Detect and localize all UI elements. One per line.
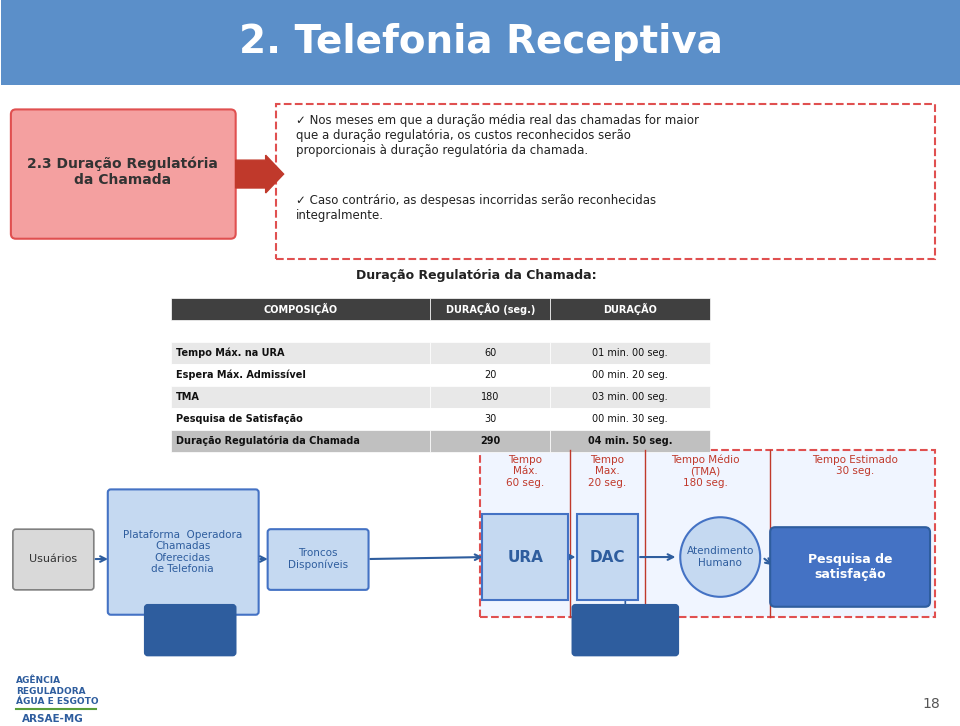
FancyBboxPatch shape (108, 489, 258, 615)
FancyBboxPatch shape (1, 0, 960, 84)
FancyBboxPatch shape (550, 386, 710, 408)
FancyArrow shape (235, 155, 283, 193)
FancyBboxPatch shape (171, 408, 430, 430)
Text: Chamadas
Ocupadas: Chamadas Ocupadas (164, 664, 216, 686)
FancyBboxPatch shape (430, 430, 550, 452)
FancyBboxPatch shape (483, 514, 568, 600)
FancyBboxPatch shape (480, 449, 935, 616)
FancyBboxPatch shape (430, 408, 550, 430)
FancyBboxPatch shape (770, 527, 930, 607)
FancyBboxPatch shape (276, 105, 935, 258)
FancyBboxPatch shape (268, 529, 369, 590)
Text: 18: 18 (923, 697, 940, 711)
Text: Tempo Estimado
30 seg.: Tempo Estimado 30 seg. (812, 454, 898, 476)
Text: Pesquisa de
satisfação: Pesquisa de satisfação (808, 553, 893, 581)
FancyBboxPatch shape (12, 529, 94, 590)
Text: ✓ Nos meses em que a duração média real das chamadas for maior
que a duração reg: ✓ Nos meses em que a duração média real … (296, 115, 699, 158)
FancyBboxPatch shape (171, 386, 430, 408)
FancyBboxPatch shape (550, 430, 710, 452)
Text: AGÊNCIA
REGULADORA
ÁGUA E ESGOTO: AGÊNCIA REGULADORA ÁGUA E ESGOTO (16, 677, 99, 706)
FancyBboxPatch shape (550, 298, 710, 320)
Text: Tempo Médio
(TMA)
180 seg.: Tempo Médio (TMA) 180 seg. (671, 454, 739, 489)
FancyBboxPatch shape (550, 408, 710, 430)
Text: Troncos
Disponíveis: Troncos Disponíveis (288, 548, 348, 570)
Text: Duração Regulatória da Chamada: Duração Regulatória da Chamada (176, 436, 360, 446)
Text: 00 min. 20 seg.: 00 min. 20 seg. (592, 370, 668, 380)
Text: Duração Regulatória da Chamada:: Duração Regulatória da Chamada: (355, 269, 596, 282)
Text: Pesquisa de Satisfação: Pesquisa de Satisfação (176, 414, 302, 424)
FancyBboxPatch shape (171, 298, 430, 320)
FancyBboxPatch shape (171, 430, 430, 452)
Text: 04 min. 50 seg.: 04 min. 50 seg. (588, 436, 673, 446)
FancyBboxPatch shape (430, 386, 550, 408)
Text: Usuários: Usuários (29, 554, 77, 564)
Text: DAC: DAC (589, 550, 625, 565)
Text: 30: 30 (484, 414, 496, 424)
Text: 20: 20 (484, 370, 496, 380)
Text: Chamadas
Abandonadas: Chamadas Abandonadas (592, 664, 659, 686)
Text: URA: URA (508, 550, 543, 565)
Text: 180: 180 (481, 392, 499, 402)
FancyBboxPatch shape (171, 364, 430, 386)
Text: Plataforma  Operadora
Chamadas
Oferecidas
de Telefonia: Plataforma Operadora Chamadas Oferecidas… (123, 530, 242, 574)
Text: 2.3 Duração Regulatória
da Chamada: 2.3 Duração Regulatória da Chamada (27, 157, 218, 187)
FancyBboxPatch shape (550, 342, 710, 364)
FancyBboxPatch shape (430, 364, 550, 386)
FancyBboxPatch shape (572, 605, 679, 656)
Text: 60: 60 (484, 348, 496, 358)
Text: Tempo
Máx.
60 seg.: Tempo Máx. 60 seg. (506, 454, 544, 488)
Text: DURAÇÃO (seg.): DURAÇÃO (seg.) (445, 303, 535, 315)
Text: ✓ Caso contrário, as despesas incorridas serão reconhecidas
integralmente.: ✓ Caso contrário, as despesas incorridas… (296, 194, 656, 222)
Text: Tempo
Max.
20 seg.: Tempo Max. 20 seg. (588, 454, 627, 488)
Text: ARSAE-MG: ARSAE-MG (22, 714, 84, 725)
Text: Tempo Máx. na URA: Tempo Máx. na URA (176, 348, 284, 359)
FancyBboxPatch shape (430, 298, 550, 320)
Text: Atendimento
Humano: Atendimento Humano (686, 546, 754, 568)
Text: Espera Máx. Admissível: Espera Máx. Admissível (176, 370, 305, 380)
Text: 03 min. 00 seg.: 03 min. 00 seg. (592, 392, 668, 402)
FancyBboxPatch shape (430, 342, 550, 364)
Text: DURAÇÃO: DURAÇÃO (604, 303, 658, 315)
FancyBboxPatch shape (577, 514, 638, 600)
FancyBboxPatch shape (11, 110, 235, 239)
Text: 00 min. 30 seg.: 00 min. 30 seg. (592, 414, 668, 424)
Text: TMA: TMA (176, 392, 200, 402)
Text: COMPOSIÇÃO: COMPOSIÇÃO (264, 303, 338, 315)
Text: 2. Telefonia Receptiva: 2. Telefonia Receptiva (238, 23, 722, 61)
FancyBboxPatch shape (171, 342, 430, 364)
Text: 01 min. 00 seg.: 01 min. 00 seg. (592, 348, 668, 358)
FancyBboxPatch shape (550, 364, 710, 386)
Text: 290: 290 (480, 436, 500, 446)
Circle shape (681, 517, 760, 597)
FancyBboxPatch shape (145, 605, 235, 656)
